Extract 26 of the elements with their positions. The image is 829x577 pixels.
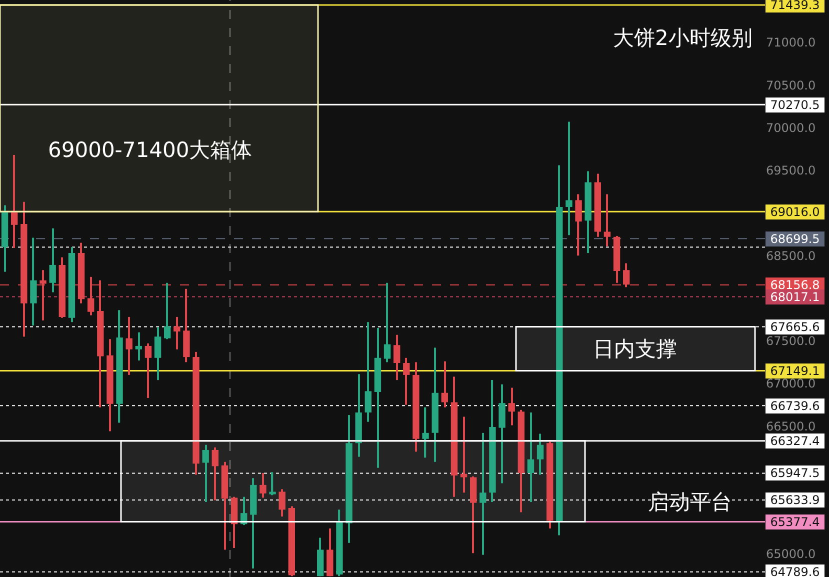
y-tick-label: 67500.0 [766, 334, 816, 348]
ref-line-label: 68017.1 [770, 290, 820, 304]
ref-line-label: 65633.9 [770, 493, 820, 507]
band-label: 日内支撑 [593, 337, 677, 361]
y-tick-label: 66500.0 [766, 419, 816, 434]
y-tick-label: 65000.0 [766, 547, 816, 562]
y-tick-label: 70000.0 [766, 120, 816, 135]
text: 大饼2小时级别 [613, 26, 752, 50]
ref-line-label: 71439.3 [770, 0, 820, 12]
y-tick-label: 70500.0 [766, 78, 816, 92]
ref-line-label: 64789.6 [770, 565, 820, 577]
y-tick-label: 68500.0 [766, 248, 816, 263]
ref-line-label: 65377.4 [770, 515, 820, 529]
ref-line-label: 68699.5 [770, 232, 820, 246]
ref-line-label: 70270.5 [770, 98, 820, 112]
ref-line-label: 69016.0 [770, 205, 820, 219]
ref-line-label: 65947.5 [770, 466, 820, 480]
y-tick-label: 69500.0 [766, 164, 816, 178]
band-label: 69000-71400大箱体 [48, 138, 252, 162]
y-tick-label: 67000.0 [766, 376, 816, 391]
ref-line-label: 67665.6 [770, 320, 820, 334]
ref-line-label: 66327.4 [770, 434, 820, 448]
ref-line-label: 66739.6 [770, 399, 820, 413]
y-tick-label: 71000.0 [766, 36, 816, 50]
ref-line-label: 68156.8 [770, 278, 820, 292]
ref-line-label: 67149.1 [770, 364, 820, 378]
